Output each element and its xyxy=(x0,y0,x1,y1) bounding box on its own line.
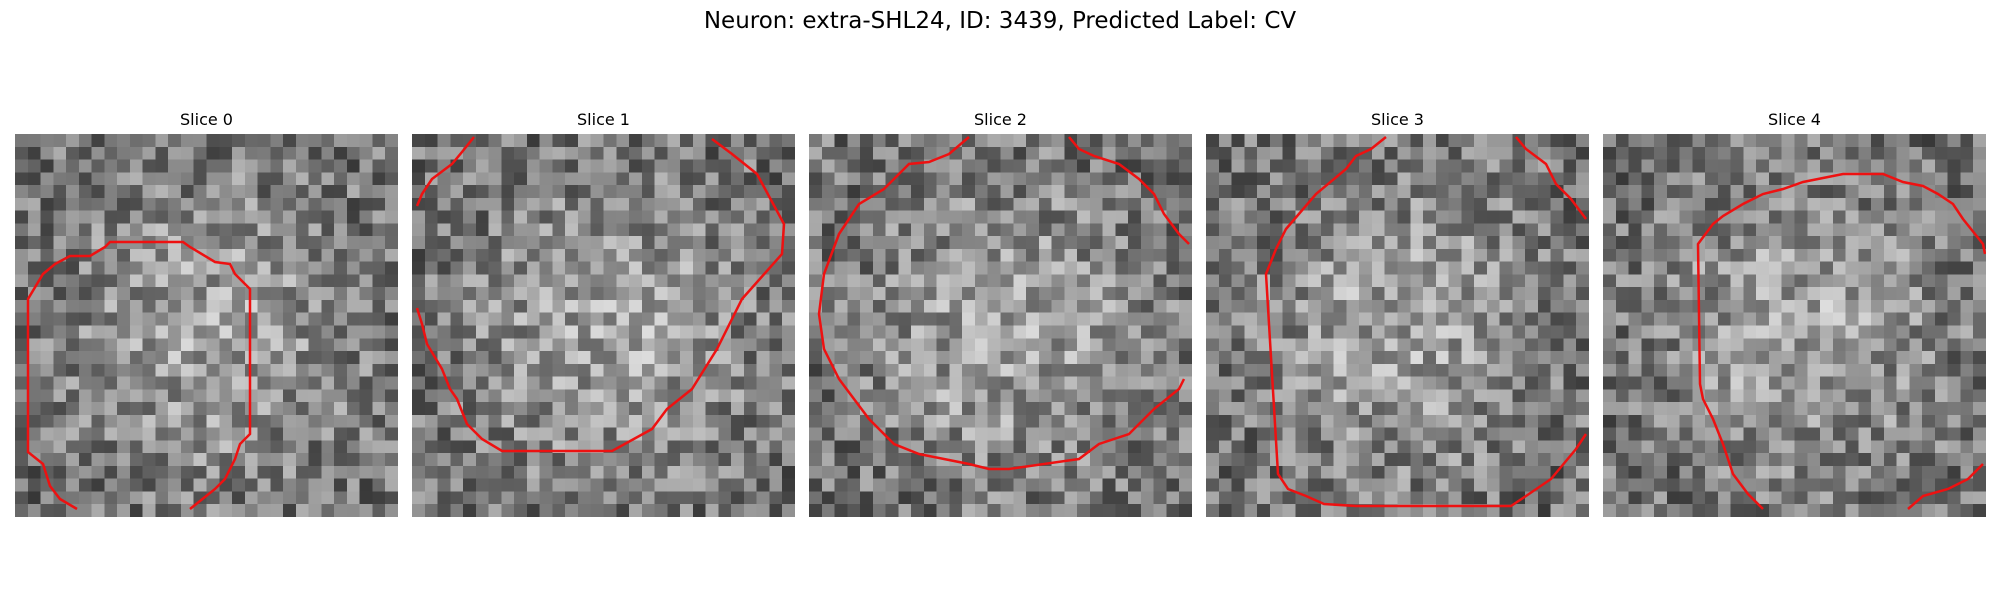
slice-4-title: Slice 4 xyxy=(1603,110,1986,129)
slice-0-contour xyxy=(15,134,398,517)
slice-4-image xyxy=(1603,134,1986,517)
slice-1-title: Slice 1 xyxy=(412,110,795,129)
slice-3-image xyxy=(1206,134,1589,517)
figure-title: Neuron: extra-SHL24, ID: 3439, Predicted… xyxy=(0,8,2000,34)
slice-3-contour xyxy=(1206,134,1589,517)
slice-2-title: Slice 2 xyxy=(809,110,1192,129)
slice-3-title: Slice 3 xyxy=(1206,110,1589,129)
slice-2-contour xyxy=(809,134,1192,517)
slice-2-image xyxy=(809,134,1192,517)
slice-1-image xyxy=(412,134,795,517)
slice-1-contour xyxy=(412,134,795,517)
slice-4-contour xyxy=(1603,134,1986,517)
slice-0-image xyxy=(15,134,398,517)
slice-0-title: Slice 0 xyxy=(15,110,398,129)
